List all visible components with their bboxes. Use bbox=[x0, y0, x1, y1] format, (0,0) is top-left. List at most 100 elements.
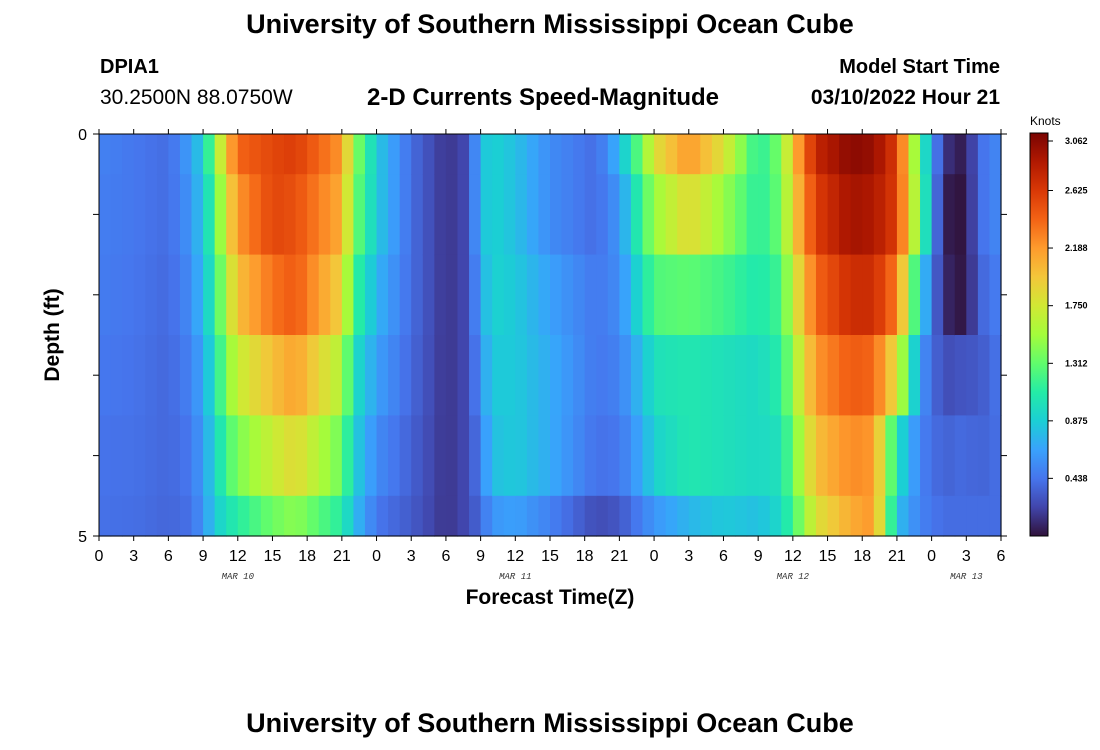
heatmap-cell bbox=[873, 495, 886, 537]
heatmap-cell bbox=[364, 335, 378, 416]
heatmap-cell bbox=[99, 254, 112, 336]
heatmap-cell bbox=[873, 415, 886, 497]
heatmap-cell bbox=[388, 254, 401, 336]
heatmap-cell bbox=[237, 335, 250, 416]
heatmap-cell bbox=[503, 134, 516, 175]
heatmap-cell bbox=[469, 495, 482, 537]
heatmap-cell bbox=[260, 134, 274, 175]
heatmap-cell bbox=[145, 335, 158, 416]
heatmap-cell bbox=[237, 174, 250, 256]
heatmap-cell bbox=[665, 415, 678, 497]
heatmap-cell bbox=[445, 174, 459, 256]
heatmap-cell bbox=[145, 174, 158, 256]
heatmap-cell bbox=[723, 174, 736, 256]
heatmap-cell bbox=[260, 495, 274, 537]
heatmap-cell bbox=[746, 254, 759, 336]
heatmap-cell bbox=[665, 254, 678, 336]
heatmap-chart: 05 0 3 6 9 12 15 18 21 0 3 6 9 12 15 18 21 0 3 6 9 12 15 18 21 0… bbox=[41, 114, 1088, 609]
y-axis: 05 bbox=[78, 127, 1007, 546]
heatmap-cell bbox=[469, 335, 482, 416]
heatmap-cell bbox=[307, 254, 320, 336]
heatmap-cell bbox=[630, 134, 644, 175]
heatmap-cell bbox=[873, 335, 886, 416]
heatmap-cell bbox=[827, 174, 840, 256]
heatmap-cell bbox=[260, 415, 274, 497]
heatmap-cell bbox=[677, 495, 690, 537]
heatmap-cell bbox=[492, 335, 505, 416]
heatmap-cell bbox=[156, 495, 169, 537]
heatmap-cell bbox=[295, 415, 308, 497]
heatmap-cell bbox=[896, 134, 910, 175]
heatmap-cell bbox=[561, 415, 574, 497]
heatmap-cell bbox=[688, 495, 701, 537]
heatmap-cell bbox=[758, 254, 771, 336]
heatmap-cell bbox=[561, 174, 574, 256]
heatmap-cell bbox=[804, 174, 817, 256]
heatmap-cell bbox=[492, 174, 505, 256]
heatmap-cell bbox=[584, 415, 597, 497]
heatmap-cell bbox=[688, 335, 701, 416]
heatmap-cell bbox=[619, 335, 632, 416]
x-tick-label: 6 bbox=[164, 548, 173, 565]
heatmap-cell bbox=[781, 254, 794, 336]
plot-subtitle: 2-D Currents Speed-Magnitude bbox=[367, 84, 720, 111]
heatmap-cell bbox=[179, 134, 193, 175]
heatmap-cell bbox=[364, 254, 378, 336]
heatmap-cell bbox=[191, 415, 204, 497]
heatmap-cell bbox=[804, 134, 817, 175]
heatmap-cell bbox=[862, 254, 875, 336]
heatmap-cell bbox=[561, 335, 574, 416]
heatmap-cell bbox=[191, 495, 204, 537]
heatmap-cell bbox=[538, 335, 551, 416]
heatmap-cell bbox=[954, 335, 967, 416]
heatmap-cell bbox=[249, 415, 262, 497]
heatmap-cell bbox=[746, 335, 759, 416]
heatmap-cell bbox=[376, 134, 389, 175]
heatmap-cell bbox=[203, 254, 216, 336]
heatmap-cell bbox=[607, 254, 620, 336]
heatmap-cell bbox=[977, 254, 991, 336]
heatmap-cell bbox=[711, 134, 725, 175]
heatmap-cell bbox=[480, 174, 493, 256]
heatmap-cell bbox=[411, 134, 424, 175]
heatmap-cell bbox=[596, 335, 609, 416]
heatmap-cell bbox=[607, 495, 620, 537]
heatmap-cell bbox=[168, 134, 181, 175]
heatmap-cell bbox=[746, 415, 759, 497]
heatmap-cell bbox=[457, 495, 470, 537]
heatmap-cell bbox=[746, 495, 759, 537]
heatmap-cell bbox=[307, 335, 320, 416]
heatmap-cell bbox=[758, 415, 771, 497]
heatmap-cell bbox=[758, 134, 771, 175]
colorbar-tick-label: 0.875 bbox=[1065, 416, 1088, 426]
heatmap-cell bbox=[480, 134, 493, 175]
heatmap-cell bbox=[920, 335, 933, 416]
heatmap-cell bbox=[677, 335, 690, 416]
heatmap-cell bbox=[99, 495, 112, 537]
heatmap-cell bbox=[284, 254, 297, 336]
heatmap-cell bbox=[908, 415, 921, 497]
heatmap-cell bbox=[931, 254, 944, 336]
heatmap-cell bbox=[619, 174, 632, 256]
heatmap-cell bbox=[700, 415, 713, 497]
x-tick-label: 12 bbox=[784, 548, 802, 565]
x-axis: 0 3 6 9 12 15 18 21 0 3 6 9 12 15 18 21 0 3 6 9 12 15 18 21 0 3 6 bbox=[95, 129, 1006, 565]
heatmap-cell bbox=[931, 415, 944, 497]
heatmap-cell bbox=[943, 254, 956, 336]
colorbar-unit-label: Knots bbox=[1030, 114, 1061, 128]
heatmap-cell bbox=[526, 174, 540, 256]
heatmap-cell bbox=[538, 415, 551, 497]
heatmap-cell bbox=[515, 254, 528, 336]
heatmap-cell bbox=[515, 134, 528, 175]
heatmap-cell bbox=[550, 134, 563, 175]
heatmap-cell bbox=[457, 415, 470, 497]
heatmap-cell bbox=[272, 495, 285, 537]
heatmap-cell bbox=[226, 335, 239, 416]
heatmap-cell bbox=[550, 174, 563, 256]
heatmap-cell bbox=[966, 254, 979, 336]
heatmap-cell bbox=[226, 134, 239, 175]
heatmap-cell bbox=[989, 335, 1002, 416]
heatmap-cell bbox=[203, 174, 216, 256]
heatmap-cell bbox=[954, 174, 967, 256]
heatmap-cell bbox=[931, 495, 944, 537]
